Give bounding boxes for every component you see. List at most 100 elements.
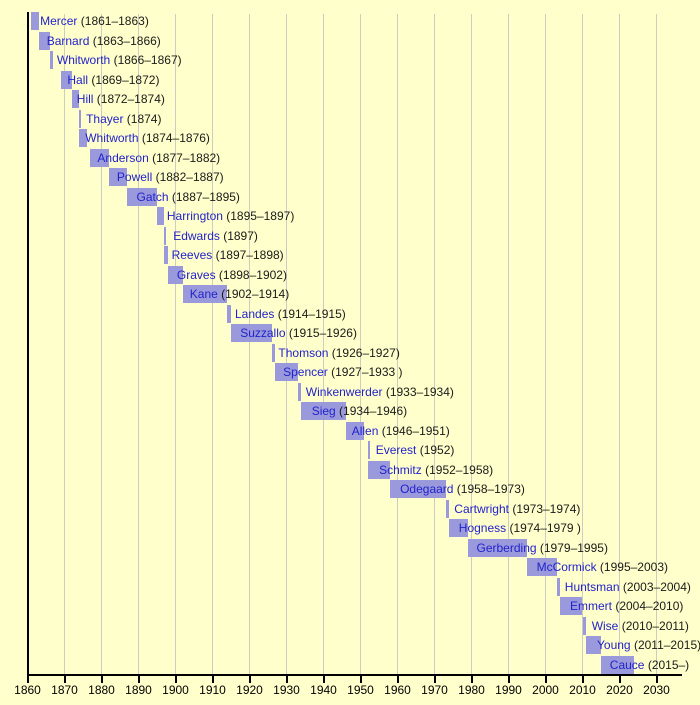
- term-bar-thayer-1874: [79, 109, 82, 128]
- president-link-anderson-1877[interactable]: Anderson: [97, 150, 149, 165]
- president-link-hogness-1974[interactable]: Hogness: [458, 521, 507, 535]
- president-link-young-2011[interactable]: Young: [597, 638, 631, 652]
- axis-tick-1940: [322, 676, 325, 683]
- gridline-2000: [545, 14, 546, 674]
- term-dates-young-2011: (2011–2015): [630, 638, 700, 652]
- axis-tick-label-1980: 1980: [458, 683, 485, 697]
- term-dates-everest-1952: (1952): [416, 443, 455, 457]
- president-link-hill-1872[interactable]: Hill: [76, 92, 94, 106]
- axis-tick-1930: [285, 676, 288, 683]
- axis-tick-1990: [507, 676, 510, 683]
- president-link-cauce-2015[interactable]: Cauce: [609, 657, 645, 672]
- term-bar-wise-2010: [582, 616, 587, 635]
- term-bar-emmert-2004: [560, 597, 583, 615]
- president-link-emmert-2004[interactable]: Emmert: [570, 599, 612, 613]
- president-link-winkenwerder-1933[interactable]: Winkenwerder: [305, 384, 383, 399]
- axis-tick-1960: [396, 676, 399, 683]
- president-link-harrington-1895[interactable]: Harrington: [166, 209, 223, 223]
- gridline-1980: [471, 14, 472, 674]
- term-label-anderson-1877: Anderson (1877–1882): [97, 149, 220, 167]
- president-link-allen-1946[interactable]: Allen: [351, 423, 379, 438]
- president-link-wise-2010[interactable]: Wise: [591, 618, 619, 633]
- axis-tick-label-1960: 1960: [384, 683, 411, 697]
- term-label-winkenwerder-1933: Winkenwerder (1933–1934): [306, 383, 454, 401]
- president-link-powell-1882[interactable]: Powell: [116, 170, 153, 184]
- term-bar-edwards-1897: [164, 226, 167, 245]
- president-link-kane-1902[interactable]: Kane: [189, 287, 218, 301]
- president-link-suzzallo-1915[interactable]: Suzzallo: [240, 326, 286, 340]
- gridline-1930: [286, 14, 287, 674]
- term-dates-barnard-1863: (1863–1866): [89, 33, 161, 48]
- term-label-everest-1952: Everest (1952): [376, 441, 455, 459]
- term-dates-spencer-1927: (1927–1933 ): [327, 365, 403, 379]
- president-link-huntsman-2003[interactable]: Huntsman: [564, 579, 620, 594]
- term-dates-odegaard-1958: (1958–1973): [453, 482, 525, 496]
- term-label-whitworth-1874: Whitworth (1874–1876): [85, 129, 210, 147]
- term-dates-kane-1902: (1902–1914): [217, 287, 290, 301]
- term-dates-cauce-2015: (2015–): [644, 657, 690, 672]
- term-bar-barnard-1863: [38, 31, 50, 50]
- term-dates-hill-1872: (1872–1874): [93, 92, 165, 106]
- president-link-gatch-1887[interactable]: Gatch: [136, 189, 169, 204]
- president-link-mccormick-1995[interactable]: McCormick: [536, 560, 597, 574]
- president-link-reeves-1897[interactable]: Reeves: [171, 248, 213, 262]
- president-link-graves-1898[interactable]: Graves: [176, 267, 216, 282]
- president-link-hall-1869[interactable]: Hall: [67, 72, 89, 87]
- term-dates-edwards-1897: (1897): [219, 228, 258, 243]
- term-bar-mccormick-1995: [527, 558, 557, 576]
- axis-tick-1920: [248, 676, 251, 683]
- president-link-odegaard-1958[interactable]: Odegaard: [400, 482, 454, 496]
- term-label-huntsman-2003: Huntsman (2003–2004): [565, 578, 691, 596]
- term-bar-young-2011: [586, 636, 601, 654]
- president-link-thomson-1926[interactable]: Thomson: [278, 345, 329, 360]
- president-link-whitworth-1874[interactable]: Whitworth: [85, 131, 139, 145]
- axis-tick-1980: [470, 676, 473, 683]
- term-label-reeves-1897: Reeves (1897–1898): [172, 246, 284, 264]
- term-label-spencer-1927: Spencer (1927–1933 ): [283, 363, 402, 381]
- term-label-mercer-1861: Mercer (1861–1863): [40, 12, 149, 30]
- term-bar-schmitz-1952: [367, 460, 391, 479]
- term-dates-mccormick-1995: (1995–2003): [596, 560, 668, 574]
- president-link-spencer-1927[interactable]: Spencer: [283, 365, 328, 379]
- term-bar-reeves-1897: [164, 246, 169, 264]
- president-link-cartwright-1973[interactable]: Cartwright: [454, 501, 509, 516]
- gridline-2020: [619, 14, 620, 674]
- term-bar-graves-1898: [168, 265, 183, 284]
- axis-tick-1970: [433, 676, 436, 683]
- term-bar-landes-1914: [227, 304, 231, 323]
- axis-tick-label-1890: 1890: [125, 683, 152, 697]
- term-bar-winkenwerder-1933: [297, 382, 302, 401]
- term-label-whitworth-1866: Whitworth (1866–1867): [57, 51, 182, 69]
- president-link-schmitz-1952[interactable]: Schmitz: [379, 462, 422, 477]
- gridline-1860: [26, 12, 29, 674]
- president-link-whitworth-1866[interactable]: Whitworth: [56, 53, 111, 67]
- president-link-landes-1914[interactable]: Landes: [235, 306, 275, 321]
- term-bar-powell-1882: [108, 168, 128, 186]
- axis-tick-label-1930: 1930: [273, 683, 300, 697]
- term-bar-everest-1952: [367, 441, 370, 459]
- axis-tick-2020: [618, 676, 621, 683]
- president-link-everest-1952[interactable]: Everest: [375, 443, 417, 457]
- term-label-wise-2010: Wise (2010–2011): [592, 617, 689, 635]
- gridline-1940: [323, 14, 324, 674]
- term-dates-anderson-1877: (1877–1882): [148, 150, 221, 165]
- term-dates-winkenwerder-1933: (1933–1934): [382, 384, 454, 399]
- president-link-mercer-1861[interactable]: Mercer: [40, 14, 78, 28]
- president-link-gerberding-1979[interactable]: Gerberding: [476, 540, 537, 555]
- term-label-barnard-1863: Barnard (1863–1866): [47, 32, 161, 50]
- president-link-barnard-1863[interactable]: Barnard: [46, 33, 90, 48]
- term-label-cartwright-1973: Cartwright (1973–1974): [454, 500, 580, 518]
- term-label-mccormick-1995: McCormick (1995–2003): [537, 558, 668, 576]
- term-label-schmitz-1952: Schmitz (1952–1958): [379, 461, 493, 479]
- gridline-1870: [64, 14, 65, 674]
- term-bar-sieg-1934: [301, 402, 346, 420]
- axis-tick-label-1940: 1940: [310, 683, 337, 697]
- president-link-edwards-1897[interactable]: Edwards: [173, 228, 220, 243]
- president-link-sieg-1934[interactable]: Sieg: [311, 404, 336, 418]
- term-dates-sieg-1934: (1934–1946): [335, 404, 408, 418]
- term-label-cauce-2015: Cauce (2015–): [610, 656, 689, 674]
- president-link-thayer-1874[interactable]: Thayer: [86, 111, 124, 126]
- term-bar-thomson-1926: [271, 343, 276, 362]
- term-dates-thomson-1926: (1926–1927): [328, 345, 400, 360]
- term-bar-whitworth-1874: [79, 129, 87, 147]
